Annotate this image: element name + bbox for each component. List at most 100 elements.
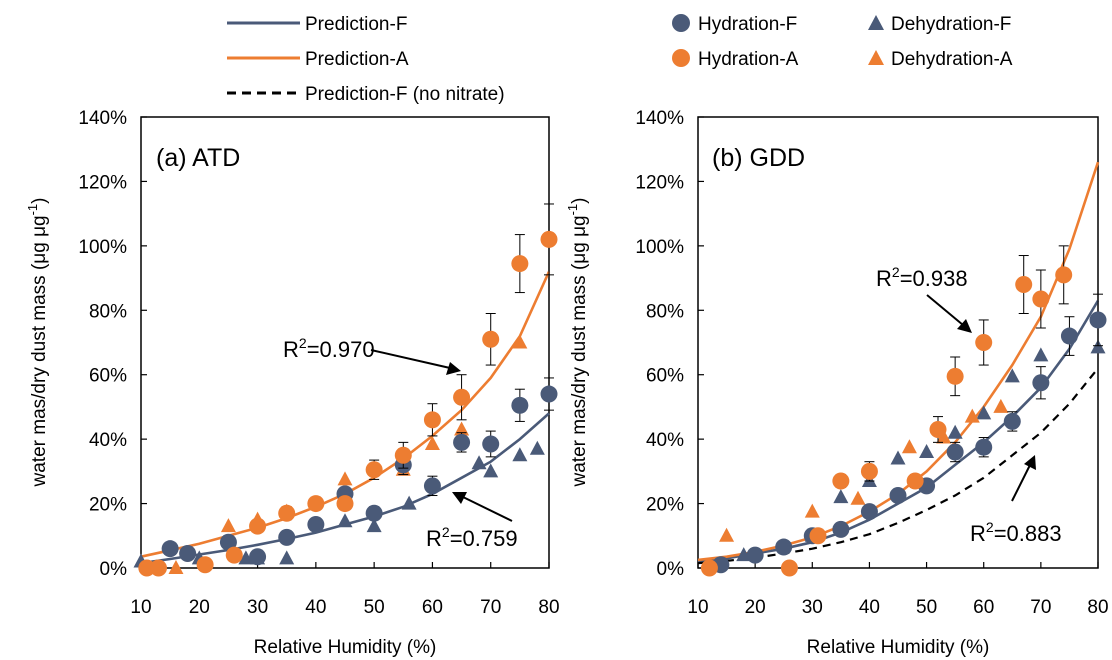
point-hydration-a-a: [423, 411, 441, 429]
point-dehydration-a-b: [850, 490, 866, 505]
x-tick-label-b: 40: [859, 597, 880, 618]
point-hydration-f-a: [365, 504, 383, 522]
point-hydration-a-a: [365, 461, 383, 479]
x-tick-label-b: 60: [973, 597, 994, 618]
x-tick-label-a: 80: [538, 597, 559, 618]
r2-a-orange-value: =0.970: [307, 337, 375, 362]
point-hydration-a-a: [225, 546, 243, 564]
legend-entry-hydration-f: Hydration-F: [672, 14, 797, 35]
r2-b-orange-label: R: [876, 266, 892, 291]
point-hydration-f-a: [453, 433, 471, 451]
legend-label-hydration-a: Hydration-A: [698, 49, 799, 70]
point-hydration-f-b: [1032, 374, 1050, 392]
arrow-a-blue: [452, 492, 513, 522]
ticks-b: 10 20 30 40 50 60 70 80 0% 20% 40% 60% 80% 100% 120% 14…: [635, 108, 1108, 618]
point-hydration-a-a: [482, 330, 500, 348]
r2-annotation-a-orange: R2=0.970: [283, 335, 375, 362]
point-dehydration-a-b: [901, 439, 917, 454]
point-hydration-f-a: [161, 540, 179, 558]
y-tick-label-a: 0%: [100, 559, 128, 580]
point-hydration-a-b: [780, 559, 798, 577]
point-hydration-a-b: [809, 527, 827, 545]
point-hydration-f-a: [278, 528, 296, 546]
legend-label-hydration-f: Hydration-F: [698, 14, 797, 35]
x-tick-label-a: 70: [480, 597, 501, 618]
point-hydration-f-b: [1003, 412, 1021, 430]
x-tick-label-b: 30: [802, 597, 823, 618]
point-hydration-a-a: [453, 388, 471, 406]
y-axis-label-b-main: water mas/dry dust mass: [569, 275, 590, 487]
r2-annotation-b-blue: R2=0.883: [970, 519, 1062, 546]
point-dehydration-f-a: [512, 447, 528, 462]
y-tick-label-b: 60%: [646, 366, 684, 387]
point-dehydration-f-b: [890, 450, 906, 465]
point-dehydration-a-b: [804, 503, 820, 518]
r2-b-orange-value: =0.938: [900, 266, 968, 291]
y-tick-label-b: 40%: [646, 430, 684, 451]
point-dehydration-f-a: [529, 440, 545, 455]
legend-entry-prediction-a: Prediction-A: [227, 49, 409, 70]
point-dehydration-a-b: [719, 527, 735, 542]
panel-b: (b) GDD Relative Humidity (%) water mas/…: [565, 108, 1109, 658]
y-tick-label-a: 140%: [78, 108, 127, 129]
legend-label-prediction-f-no-nitrate: Prediction-F (no nitrate): [305, 84, 505, 105]
arrow-b-blue: [1011, 455, 1036, 502]
point-hydration-a-a: [149, 559, 167, 577]
point-dehydration-a-b: [993, 398, 1009, 413]
point-dehydration-f-a: [279, 550, 295, 565]
point-hydration-a-a: [540, 230, 558, 248]
point-hydration-a-b: [929, 420, 947, 438]
point-dehydration-f-b: [947, 424, 963, 439]
y-axis-label-b: water mas/dry dust mass (μg μg-1): [565, 198, 590, 488]
point-dehydration-a-a: [454, 421, 470, 436]
y-tick-label-b: 20%: [646, 495, 684, 516]
y-axis-label-a-main: water mas/dry dust mass: [29, 275, 50, 487]
point-hydration-f-b: [746, 546, 764, 564]
point-dehydration-f-a: [238, 550, 254, 565]
arrow-a-orange: [370, 349, 461, 375]
point-hydration-f-b: [1089, 311, 1107, 329]
point-dehydration-f-b: [976, 405, 992, 420]
point-dehydration-f-b: [1090, 339, 1106, 354]
y-tick-label-a: 100%: [78, 237, 127, 258]
point-hydration-f-a: [482, 435, 500, 453]
point-dehydration-f-a: [401, 495, 417, 510]
y-axis-label-b-close: ): [569, 198, 590, 204]
point-hydration-f-b: [775, 538, 793, 556]
legend-label-dehydration-a: Dehydration-A: [891, 49, 1013, 70]
point-hydration-a-a: [138, 559, 156, 577]
point-dehydration-a-a: [512, 334, 528, 349]
legend-swatch-dehydration-f: [868, 15, 884, 30]
point-hydration-a-b: [1055, 266, 1073, 284]
point-dehydration-a-b: [936, 429, 952, 444]
point-hydration-f-b: [1060, 327, 1078, 345]
point-hydration-f-b: [832, 520, 850, 538]
x-tick-label-a: 50: [364, 597, 385, 618]
y-axis-label-a: water mas/dry dust mass (μg μg-1): [25, 198, 50, 488]
x-tick-label-a: 10: [130, 597, 151, 618]
x-tick-label-b: 70: [1030, 597, 1051, 618]
panel-title-b: (b) GDD: [712, 144, 805, 172]
point-hydration-f-a: [423, 477, 441, 495]
legend-entry-prediction-f: Prediction-F: [227, 14, 407, 35]
point-hydration-f-a: [179, 545, 197, 563]
point-hydration-a-b: [975, 334, 993, 351]
point-dehydration-a-a: [220, 518, 236, 533]
r2-a-orange-label: R: [283, 337, 299, 362]
legend: Prediction-F Hydration-F Dehydration-F Pred…: [227, 14, 1013, 105]
point-hydration-f-a: [511, 396, 529, 414]
point-hydration-a-a: [336, 495, 354, 513]
legend-swatch-hydration-a: [672, 49, 690, 67]
ticks-a: 10 20 30 40 50 60 70 80 0% 20% 40% 60% 80% 100% 120% 14…: [78, 108, 559, 618]
legend-label-dehydration-f: Dehydration-F: [891, 14, 1011, 35]
x-tick-label-b: 10: [687, 597, 708, 618]
point-hydration-a-a: [278, 504, 296, 522]
point-hydration-a-b: [860, 462, 878, 480]
x-axis-label-b: Relative Humidity (%): [807, 637, 990, 658]
arrow-b-orange: [926, 294, 972, 333]
point-dehydration-f-a: [366, 518, 382, 533]
point-dehydration-a-b: [964, 408, 980, 423]
x-tick-label-b: 80: [1087, 597, 1108, 618]
y-tick-label-b: 0%: [657, 559, 685, 580]
